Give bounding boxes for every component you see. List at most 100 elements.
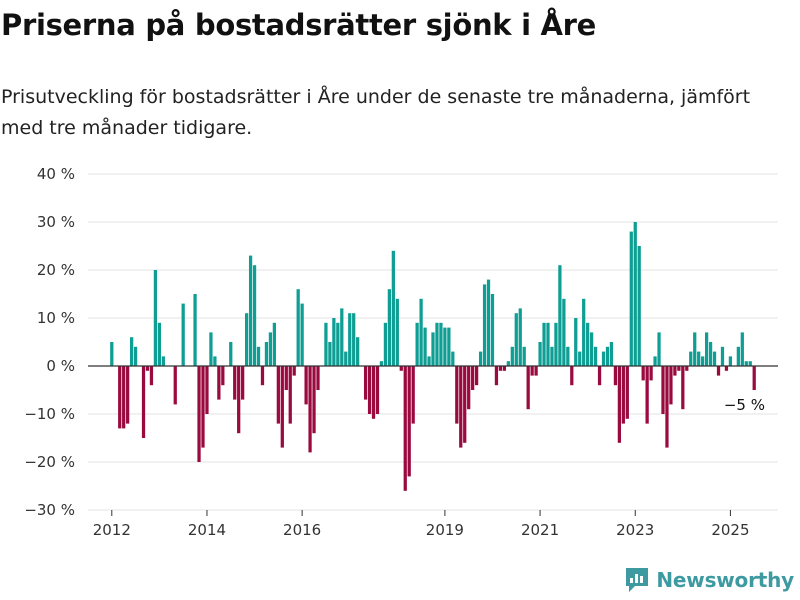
bar [629, 231, 633, 366]
bar [403, 366, 407, 491]
bar [574, 318, 578, 366]
bar [490, 294, 495, 366]
bar [482, 284, 487, 366]
bar [118, 366, 122, 429]
bar [451, 351, 455, 366]
brand-name: Newsworthy [656, 568, 794, 592]
bar [582, 298, 586, 366]
bar [237, 366, 241, 434]
bar [126, 366, 130, 424]
bar [304, 366, 308, 405]
bar [332, 318, 336, 366]
bar [486, 279, 491, 366]
bar [685, 366, 689, 371]
x-tick-label: 2025 [711, 521, 749, 539]
bar [427, 356, 431, 366]
bar [129, 337, 134, 366]
bar [546, 322, 550, 366]
bar [463, 366, 467, 443]
x-tick-label: 2014 [188, 521, 226, 539]
bar [308, 366, 312, 453]
newsworthy-logo: Newsworthy [624, 566, 794, 594]
bar [633, 222, 637, 366]
bar [292, 366, 296, 376]
bar [657, 332, 661, 366]
bar [649, 366, 653, 381]
bar [419, 298, 423, 366]
bar [510, 346, 514, 366]
bar [391, 250, 395, 366]
bar [328, 342, 332, 366]
bar [280, 366, 284, 448]
bar [356, 337, 360, 366]
y-tick-label: 10 % [37, 309, 75, 327]
bar [474, 366, 479, 386]
bar [209, 332, 213, 366]
bar [122, 366, 126, 429]
bar [518, 308, 522, 366]
bar [133, 346, 138, 366]
bar [348, 313, 352, 366]
bar [431, 332, 435, 366]
bar [407, 366, 411, 477]
bar [439, 322, 443, 366]
newsworthy-logo-icon [626, 568, 649, 592]
bar [724, 366, 729, 371]
bar [399, 366, 403, 371]
bar [201, 366, 205, 448]
bar [260, 366, 265, 386]
bar [506, 361, 510, 366]
bar [701, 356, 705, 366]
bar [693, 332, 697, 366]
bar [447, 327, 451, 366]
bars [110, 222, 756, 491]
bar [697, 351, 701, 366]
bar [712, 351, 717, 366]
bar [669, 366, 673, 405]
bar [637, 246, 641, 366]
bar [471, 366, 475, 390]
bar [213, 356, 217, 366]
bar [625, 366, 629, 419]
x-tick-label: 2016 [283, 521, 321, 539]
bar [494, 366, 499, 386]
bar [558, 265, 562, 366]
bar [363, 366, 368, 400]
last-value-label: −5 % [724, 396, 765, 414]
bar [530, 366, 534, 376]
bar [300, 303, 304, 366]
bar [344, 351, 348, 366]
bar [665, 366, 669, 448]
bar [752, 366, 756, 390]
bar [661, 366, 665, 414]
bar [244, 313, 249, 366]
bar [268, 332, 273, 366]
bar [566, 346, 570, 366]
bar [443, 327, 447, 366]
page-subtitle: Prisutveckling för bostadsrätter i Åre u… [1, 86, 751, 139]
bar [157, 322, 161, 366]
x-tick-label: 2023 [616, 521, 654, 539]
bar [653, 356, 657, 366]
bar [149, 366, 154, 386]
bar [296, 289, 300, 366]
bar [586, 322, 590, 366]
bar [110, 342, 114, 366]
bar [161, 356, 165, 366]
page-title: Priserna på bostadsrätter sjönk i Åre [1, 8, 597, 42]
bar [205, 366, 209, 414]
bar [423, 327, 427, 366]
bar [276, 366, 280, 424]
bar [601, 351, 606, 366]
y-tick-label: 40 % [37, 165, 75, 183]
bar [229, 342, 233, 366]
bar [217, 366, 221, 400]
bar [740, 332, 744, 366]
annotations: −5 % [724, 396, 765, 414]
bar [621, 366, 625, 424]
bar [681, 366, 685, 410]
bar [316, 366, 320, 390]
y-tick-label: −30 % [24, 501, 75, 519]
y-tick-label: −20 % [24, 453, 75, 471]
bar [221, 366, 225, 386]
